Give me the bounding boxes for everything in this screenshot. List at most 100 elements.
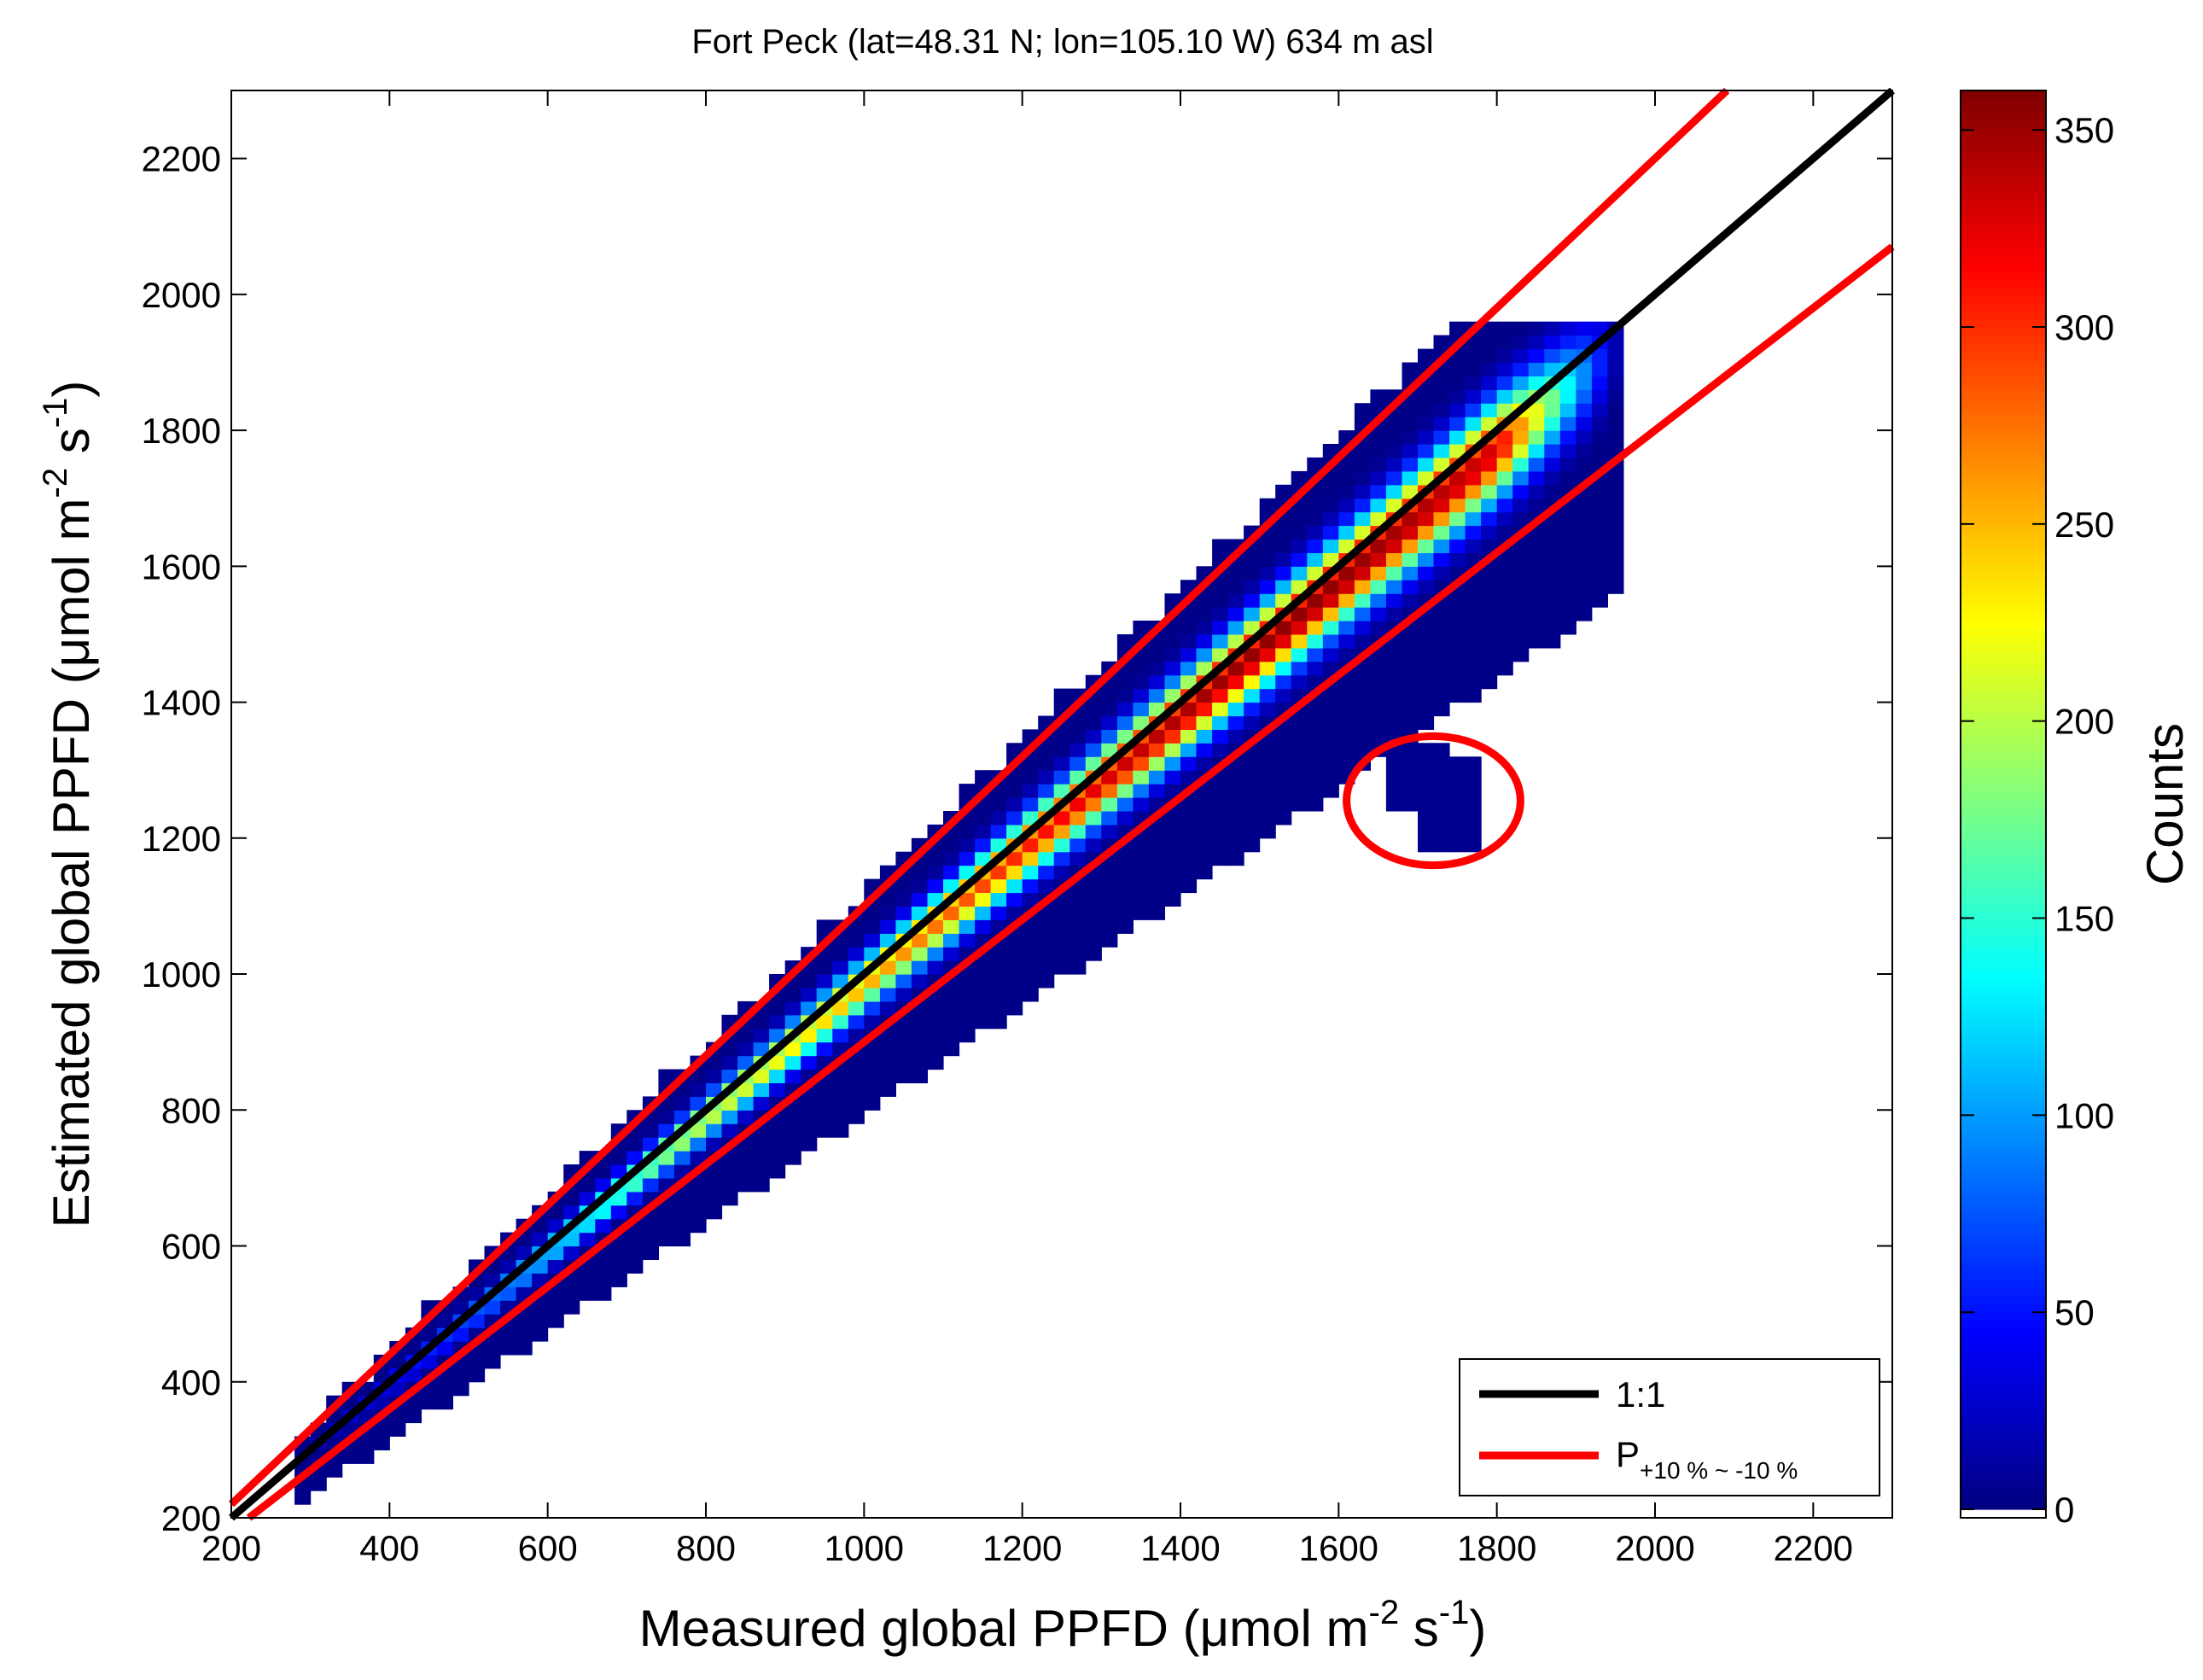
heatmap-bin <box>1022 974 1039 989</box>
heatmap-bin <box>547 1286 564 1301</box>
x-tick-label: 600 <box>518 1528 578 1568</box>
heatmap-bin <box>547 1259 564 1274</box>
colorbar-strip <box>1961 925 2046 935</box>
heatmap-bin <box>1164 621 1181 635</box>
colorbar-strip <box>1961 1383 2046 1392</box>
heatmap-bin <box>1370 715 1387 730</box>
colorbar-strip <box>1961 1005 2046 1013</box>
heatmap-bin <box>1338 470 1355 486</box>
heatmap-bin <box>658 1151 675 1165</box>
colorbar-strip <box>1961 1225 2046 1234</box>
heatmap-bin <box>1433 702 1450 717</box>
heatmap-bin <box>1370 607 1387 621</box>
heatmap-bin <box>452 1300 469 1315</box>
heatmap-bin <box>1354 552 1371 567</box>
outlier-bin <box>1418 837 1435 853</box>
colorbar-strip <box>1961 942 2046 951</box>
heatmap-bin <box>1354 444 1371 458</box>
heatmap-bin <box>1196 621 1213 635</box>
heatmap-bin <box>895 960 912 975</box>
heatmap-bin <box>1449 417 1466 431</box>
colorbar-strip <box>1961 720 2046 730</box>
heatmap-bin <box>1591 321 1608 336</box>
heatmap-bin <box>1481 674 1498 690</box>
heatmap-bin <box>1354 661 1371 676</box>
heatmap-bin <box>484 1341 501 1356</box>
heatmap-bin <box>1385 688 1402 703</box>
heatmap-bin <box>1116 770 1134 785</box>
heatmap-bin <box>959 974 976 989</box>
heatmap-bin <box>1006 974 1023 989</box>
colorbar-strip <box>1961 1241 2046 1250</box>
heatmap-bin <box>943 1000 960 1016</box>
colorbar-strip <box>1961 413 2046 423</box>
heatmap-bin <box>1212 784 1229 798</box>
colorbar-strip <box>1961 398 2046 406</box>
heatmap-bin <box>579 1218 596 1234</box>
colorbar-strip <box>1961 1217 2046 1227</box>
heatmap-bin <box>610 1245 627 1260</box>
heatmap-bin <box>1133 865 1150 880</box>
heatmap-bin <box>1512 430 1530 445</box>
heatmap-bin <box>1465 470 1482 486</box>
outlier-bin <box>1465 770 1482 785</box>
heatmap-bin <box>1085 743 1102 757</box>
y-tick-label: 400 <box>161 1362 221 1403</box>
heatmap-bin <box>959 1000 976 1016</box>
colorbar-strip <box>1961 894 2046 903</box>
heatmap-bin <box>1133 756 1150 771</box>
heatmap-bin <box>1607 376 1624 390</box>
heatmap-bin <box>1496 525 1513 540</box>
colorbar-strip <box>1961 452 2046 462</box>
heatmap-bin <box>563 1245 580 1260</box>
colorbar-strip <box>1961 1454 2046 1463</box>
heatmap-bin <box>1385 674 1402 690</box>
heatmap-bin <box>706 1082 723 1097</box>
heatmap-bin <box>1006 851 1023 866</box>
heatmap-bin <box>769 1014 786 1030</box>
heatmap-bin <box>721 1096 738 1111</box>
heatmap-bin <box>1338 688 1355 703</box>
heatmap-bin <box>1544 335 1561 350</box>
heatmap-bin <box>1053 960 1070 975</box>
heatmap-bin <box>1038 960 1055 975</box>
heatmap-bin <box>927 947 944 961</box>
heatmap-bin <box>737 1028 755 1043</box>
heatmap-bin <box>1481 335 1498 350</box>
heatmap-bin <box>990 988 1007 1002</box>
heatmap-bin <box>1465 688 1482 703</box>
heatmap-bin <box>690 1082 707 1097</box>
colorbar-strip <box>1961 957 2046 966</box>
heatmap-bin <box>1227 729 1244 744</box>
heatmap-bin <box>1322 634 1339 649</box>
colorbar-strip <box>1961 516 2046 525</box>
heatmap-bin <box>1465 376 1482 390</box>
heatmap-bin <box>1559 335 1576 350</box>
heatmap-bin <box>1354 457 1371 472</box>
heatmap-bin <box>547 1205 564 1220</box>
heatmap-bin <box>1101 878 1118 894</box>
heatmap-bin <box>816 988 833 1002</box>
heatmap-bin <box>1307 743 1324 757</box>
heatmap-bin <box>1133 702 1150 717</box>
heatmap-bin <box>579 1177 596 1193</box>
heatmap-bin <box>1307 552 1324 567</box>
heatmap-bin <box>1496 647 1513 662</box>
heatmap-bin <box>516 1314 533 1328</box>
heatmap-bin <box>1402 457 1419 472</box>
heatmap-bin <box>1259 674 1276 690</box>
heatmap-bin <box>1544 525 1561 540</box>
heatmap-bin <box>1291 525 1308 540</box>
heatmap-bin <box>516 1341 533 1356</box>
heatmap-bin <box>673 1110 691 1124</box>
colorbar-strip <box>1961 989 2046 998</box>
colorbar-strip <box>1961 1154 2046 1164</box>
heatmap-bin <box>1544 470 1561 486</box>
heatmap-bin <box>1069 851 1087 866</box>
heatmap-bin <box>1275 647 1292 662</box>
heatmap-bin <box>310 1477 327 1491</box>
heatmap-bin <box>1085 756 1102 771</box>
heatmap-bin <box>1259 824 1276 839</box>
heatmap-bin <box>721 1151 738 1165</box>
heatmap-bin <box>721 1041 738 1057</box>
